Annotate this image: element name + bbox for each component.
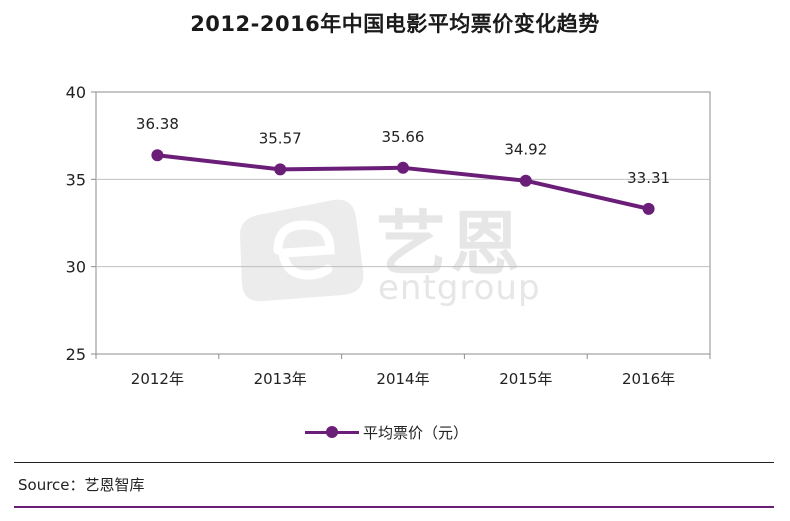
- data-point: [274, 163, 287, 176]
- chart-title: 2012-2016年中国电影平均票价变化趋势: [190, 12, 600, 36]
- data-label: 36.38: [136, 115, 179, 133]
- x-tick-label: 2015年: [499, 370, 552, 388]
- data-label: 35.66: [382, 128, 425, 146]
- y-tick-label: 30: [66, 258, 86, 277]
- y-tick-label: 35: [66, 170, 86, 189]
- data-label: 33.31: [627, 169, 670, 187]
- x-tick-label: 2014年: [376, 370, 429, 388]
- watermark-text-cn: 艺恩: [376, 203, 524, 285]
- data-point: [642, 202, 655, 215]
- divider-bottom: [14, 506, 774, 508]
- source-note: Source：艺恩智库: [18, 476, 145, 494]
- divider-top: [14, 462, 774, 463]
- x-tick-label: 2016年: [622, 370, 675, 388]
- legend-series-label: 平均票价（元）: [363, 423, 469, 442]
- data-label: 35.57: [259, 129, 302, 147]
- data-point: [519, 174, 532, 187]
- y-tick-label: 40: [66, 83, 86, 102]
- legend-series-marker: [305, 422, 359, 442]
- data-point: [151, 149, 164, 162]
- data-point: [397, 161, 409, 174]
- x-tick-label: 2012年: [131, 370, 184, 388]
- x-tick-label: 2013年: [254, 370, 307, 388]
- data-label: 34.92: [504, 141, 547, 159]
- entgroup-logo-watermark: [238, 195, 368, 309]
- watermark-text-en: entgroup: [378, 268, 541, 308]
- y-tick-label: 25: [66, 345, 86, 364]
- plot-frame: [95, 91, 711, 355]
- legend: 平均票价（元）: [305, 420, 468, 444]
